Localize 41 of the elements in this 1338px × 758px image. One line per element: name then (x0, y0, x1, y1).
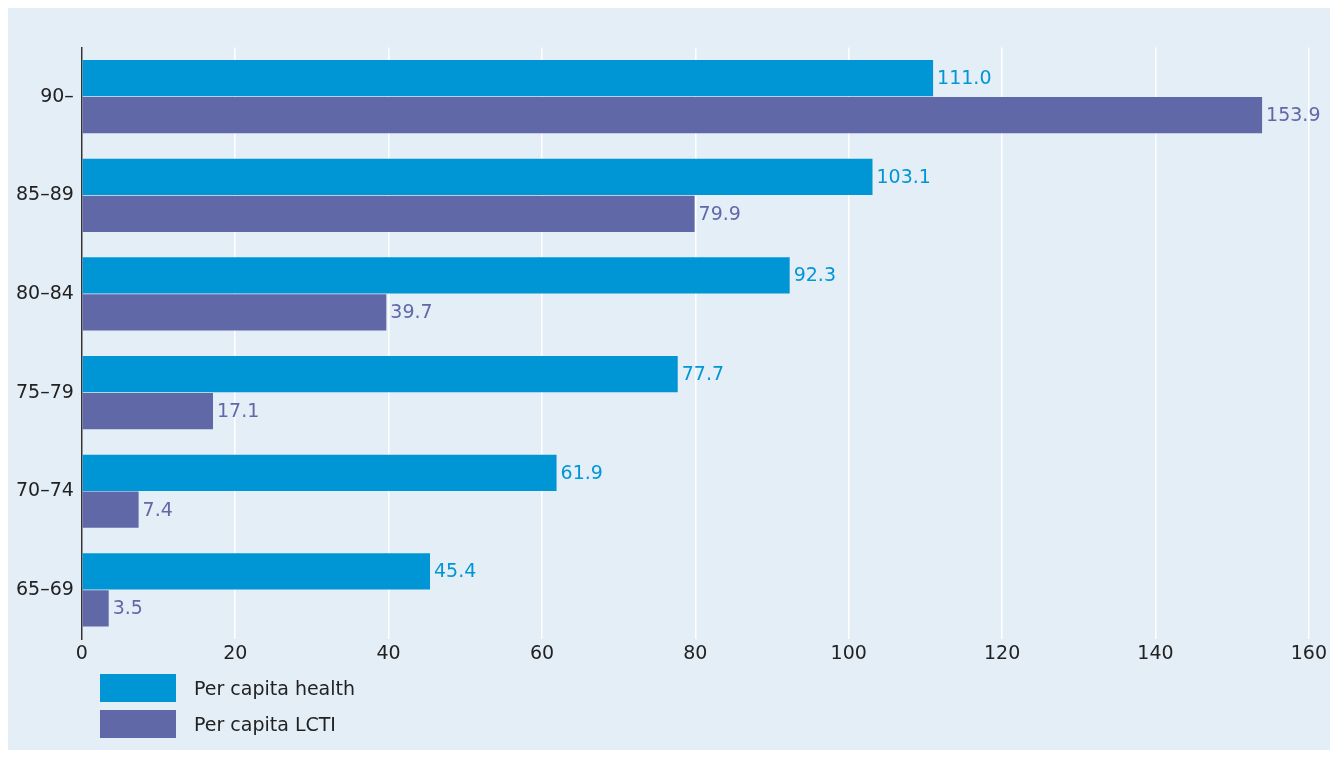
y-tick-label: 85–89 (15, 182, 74, 205)
data-label: 92.3 (793, 263, 836, 286)
y-tick-label: 70–74 (15, 478, 74, 501)
data-label: 111.0 (937, 66, 992, 89)
data-label: 17.1 (216, 399, 260, 422)
x-tick-label: 40 (376, 640, 401, 663)
x-tick-label: 0 (75, 640, 88, 663)
y-tick-label: 90– (40, 83, 74, 106)
bar (82, 553, 431, 590)
data-label: 103.1 (876, 164, 931, 187)
data-label: 45.4 (434, 559, 477, 582)
data-label: 39.7 (390, 300, 433, 323)
y-tick-label: 75–79 (15, 379, 74, 402)
data-label: 153.9 (1266, 103, 1321, 126)
x-tick-label: 80 (683, 640, 708, 663)
x-tick-label: 100 (830, 640, 867, 663)
legend-label: Per capita LCTI (194, 713, 336, 735)
x-tick-label: 120 (983, 640, 1021, 663)
data-label: 7.4 (142, 497, 173, 520)
x-tick-label: 140 (1137, 640, 1174, 663)
bar (82, 491, 139, 528)
bar (82, 356, 678, 393)
data-label: 3.5 (112, 596, 143, 619)
bar (82, 97, 1263, 134)
bar (82, 392, 213, 430)
legend-label: Per capita health (194, 677, 356, 699)
data-label: 77.7 (681, 362, 725, 385)
x-tick-label: 20 (223, 640, 248, 663)
bar (82, 294, 387, 331)
bar (82, 60, 934, 97)
data-label: 79.9 (698, 201, 741, 224)
y-tick-label: 80–84 (15, 280, 74, 303)
bar (82, 454, 557, 491)
bar (82, 257, 790, 294)
x-tick-label: 60 (529, 640, 555, 663)
bar (82, 158, 873, 195)
bar (82, 590, 109, 627)
data-label: 61.9 (560, 460, 603, 483)
y-tick-label: 65–69 (15, 576, 74, 599)
bar (82, 195, 695, 232)
x-tick-label: 160 (1290, 640, 1327, 663)
